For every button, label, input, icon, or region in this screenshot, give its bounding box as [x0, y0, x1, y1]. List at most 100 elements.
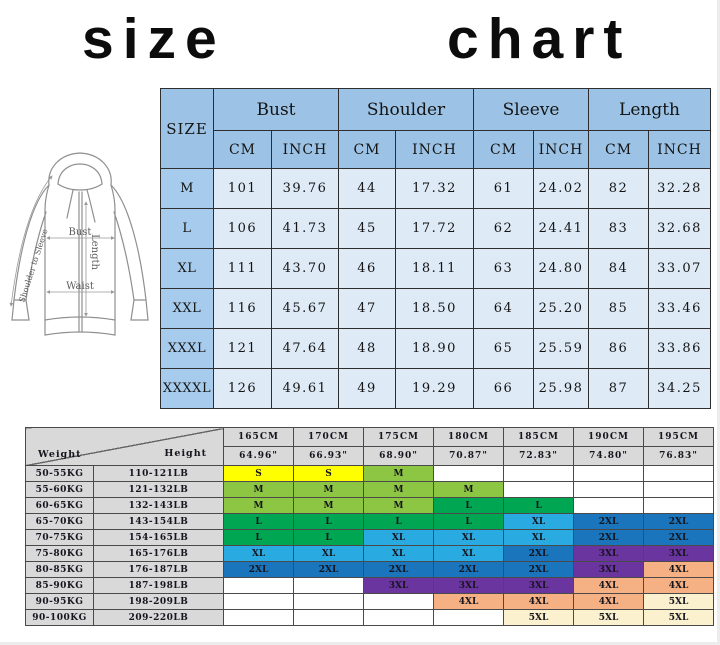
recommended-size-cell: 3XL	[643, 545, 714, 562]
recommended-size-cell: 2XL	[643, 529, 714, 546]
measurement-value: 33.46	[648, 288, 712, 329]
weight-lb-label: 198-209LB	[93, 593, 224, 610]
recommended-size-cell: 5XL	[503, 609, 574, 626]
measurement-value: 24.41	[533, 208, 590, 249]
unit-header-cm: CM	[588, 130, 650, 169]
fit-table-row: 90-95KG 198-209LB 4XL 4XL 4XL 5XL	[25, 593, 714, 610]
measurement-value: 25.20	[533, 288, 590, 329]
measurement-value: 116	[213, 288, 272, 329]
page-title-chart: chart	[447, 7, 632, 71]
height-cm-header: 165CM	[223, 427, 294, 447]
recommended-size-cell: S	[293, 465, 364, 482]
recommended-size-cell: M	[363, 465, 434, 482]
weight-kg-label: 90-100KG	[25, 609, 94, 626]
weight-lb-label: 176-187LB	[93, 561, 224, 578]
column-group-length: Length	[588, 88, 712, 131]
recommended-size-cell: M	[363, 481, 434, 498]
measurement-value: 41.73	[271, 208, 339, 249]
recommended-size-cell: XL	[433, 545, 504, 562]
unit-header-cm: CM	[338, 130, 396, 169]
height-inch-header: 76.83"	[643, 446, 714, 466]
size-table-group-header-row: SIZE Bust Shoulder Sleeve Length	[160, 88, 712, 169]
size-label: XL	[160, 248, 214, 289]
weight-lb-label: 143-154LB	[93, 513, 224, 530]
left-cuff-icon	[11, 299, 30, 321]
size-corner-label: SIZE	[160, 88, 214, 169]
recommended-size-cell: 4XL	[573, 577, 644, 594]
photo-edge-bottom	[0, 642, 720, 645]
measurement-value: 43.70	[271, 248, 339, 289]
weight-lb-label: 121-132LB	[93, 481, 224, 498]
recommended-size-cell: 2XL	[503, 545, 574, 562]
recommended-size-cell: 4XL	[503, 593, 574, 610]
recommended-size-cell: 4XL	[643, 577, 714, 594]
measurement-value: 111	[213, 248, 272, 289]
height-axis-label: Height	[164, 448, 207, 459]
recommended-size-cell: XL	[503, 513, 574, 530]
unit-header-inch: INCH	[394, 130, 475, 169]
recommended-size-cell: L	[363, 513, 434, 530]
height-cm-header: 180CM	[433, 427, 504, 447]
height-cm-header: 175CM	[363, 427, 434, 447]
measurement-value: 49.61	[271, 368, 339, 409]
height-cm-header: 185CM	[503, 427, 574, 447]
weight-lb-label: 110-121LB	[93, 465, 224, 482]
fit-table-row: 75-80KG 165-176LB XL XL XL XL 2XL 3XL 3XL	[25, 545, 714, 562]
empty-size-cell	[573, 481, 644, 498]
recommended-size-cell: 3XL	[363, 577, 434, 594]
measurement-value: 83	[588, 208, 650, 249]
size-table-row: M 101 39.76 44 17.32 61 24.02 82 32.28	[160, 168, 712, 209]
bust-label: Bust	[69, 227, 92, 238]
fit-table-row: 70-75KG 154-165LB L L XL XL XL 2XL 2XL	[25, 529, 714, 546]
fit-table-row: 90-100KG 209-220LB 5XL 5XL 5XL	[25, 609, 714, 626]
empty-size-cell	[503, 481, 574, 498]
measurement-value: 66	[473, 368, 535, 409]
fit-table-row: 80-85KG 176-187LB 2XL 2XL 2XL 2XL 2XL 3XL 4XL	[25, 561, 714, 578]
recommended-size-cell: 2XL	[503, 561, 574, 578]
recommended-size-cell: 2XL	[293, 561, 364, 578]
recommended-size-cell: L	[223, 513, 294, 530]
recommended-size-cell: 3XL	[573, 545, 644, 562]
size-table-row: XL 111 43.70 46 18.11 63 24.80 84 33.07	[160, 248, 712, 289]
recommended-size-cell: L	[223, 529, 294, 546]
size-measurements-table: SIZE Bust Shoulder Sleeve Length CM INCH CM INCH…	[160, 88, 712, 409]
recommended-size-cell: 3XL	[433, 577, 504, 594]
measurement-value: 32.28	[648, 168, 712, 209]
weight-lb-label: 187-198LB	[93, 577, 224, 594]
weight-height-corner-cell: Weight Height	[25, 427, 224, 466]
measurement-value: 64	[473, 288, 535, 329]
measurement-value: 47.64	[271, 328, 339, 369]
recommended-size-cell: 3XL	[573, 561, 644, 578]
weight-kg-label: 55-60KG	[25, 481, 94, 498]
measurement-value: 63	[473, 248, 535, 289]
recommended-size-cell: 2XL	[643, 513, 714, 530]
size-label: XXXXL	[160, 368, 214, 409]
unit-header-cm: CM	[473, 130, 535, 169]
measurement-value: 24.80	[533, 248, 590, 289]
recommended-size-cell: XL	[433, 529, 504, 546]
measurement-value: 47	[338, 288, 396, 329]
shoulder-sleeve-arrow-icon	[9, 175, 53, 307]
recommended-size-cell: M	[293, 481, 364, 498]
measurement-value: 62	[473, 208, 535, 249]
measurement-value: 49	[338, 368, 396, 409]
recommended-size-cell: 4XL	[643, 561, 714, 578]
measurement-value: 24.02	[533, 168, 590, 209]
fit-table-row: 85-90KG 187-198LB 3XL 3XL 3XL 4XL 4XL	[25, 577, 714, 594]
weight-lb-label: 209-220LB	[93, 609, 224, 626]
measurement-value: 34.25	[648, 368, 712, 409]
size-label: M	[160, 168, 214, 209]
waist-label: Waist	[66, 281, 94, 292]
hoodie-measurement-diagram: Bust Waist Length Shoulder to Sleeve	[9, 152, 149, 336]
weight-kg-label: 50-55KG	[25, 465, 94, 482]
fit-table-height-inch-row: 64.96" 66.93" 68.90" 70.87" 72.83" 74.80" 76.8…	[26, 446, 714, 466]
recommended-size-cell: 2XL	[573, 529, 644, 546]
recommended-size-cell: 4XL	[433, 593, 504, 610]
measurement-value: 18.90	[394, 328, 475, 369]
body-outline-icon	[110, 184, 116, 321]
recommended-size-cell: 2XL	[573, 513, 644, 530]
weight-kg-label: 85-90KG	[25, 577, 94, 594]
recommended-size-cell: XL	[363, 529, 434, 546]
empty-size-cell	[363, 593, 434, 610]
recommended-size-cell: 2XL	[363, 561, 434, 578]
